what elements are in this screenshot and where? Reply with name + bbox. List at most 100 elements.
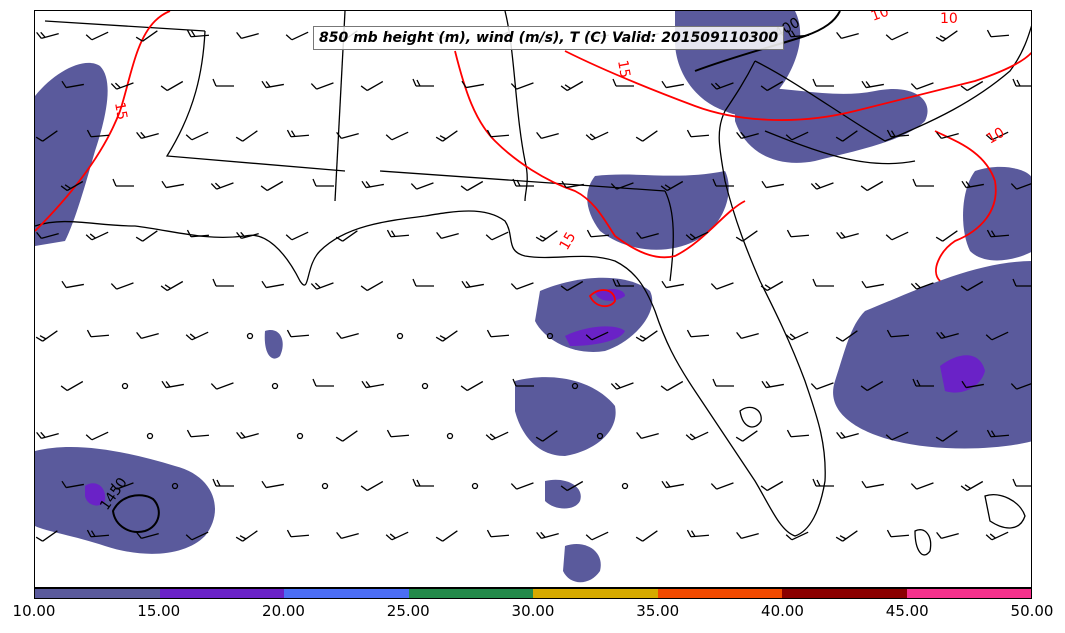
state-border-4 [379,170,666,192]
wind-barb [735,430,758,442]
wind-barb [710,282,734,290]
wind-barb [235,130,258,142]
calm-wind-marker [571,382,579,390]
wind-barb [36,31,59,39]
wind-barb [486,529,510,538]
wind-barb [612,78,634,87]
map-canvas: 15 15 15 10 10 10 1450 1400 [35,11,1031,583]
wind-barb [136,531,159,539]
colorbar-segment-5 [533,589,658,598]
wind-barb [812,278,834,287]
wind-barb-layer [35,29,1031,542]
colorbar-tick-6: 40.00 [761,602,804,620]
colorbar-segment-4 [408,589,533,598]
wind-barb [886,329,910,338]
wind-barb [885,231,909,241]
wind-barb [686,129,710,138]
wind-barb [36,431,59,439]
wind-barb [386,229,410,238]
wind-barb [460,380,484,392]
wind-barb [312,178,334,187]
wind-barb [960,80,984,92]
wind-barb [285,31,309,41]
wind-barb [461,280,484,289]
wind-barb [736,131,759,139]
shade-region-southwest [35,446,215,554]
wind-barb [510,482,534,490]
wind-barb [510,282,534,290]
wind-barb [635,530,658,542]
state-border-8 [764,130,916,165]
wind-barb [810,182,834,190]
heavy-region-2 [565,326,625,346]
state-border-7 [754,25,1031,142]
colorbar-segment-7 [782,589,907,598]
wind-barb [335,430,358,442]
colorbar-tick-7: 45.00 [885,602,929,620]
calm-wind-marker [446,432,454,440]
temp-label-10-east: 10 [984,125,1007,148]
wind-barb [635,130,658,142]
wind-barb [185,331,209,341]
wind-barb [736,531,759,539]
wind-barb [835,130,858,142]
lake-okeechobee [739,406,762,428]
wind-barb [460,180,484,192]
wind-barb [985,331,1009,341]
calm-wind-marker [146,432,154,440]
wind-barb [60,380,84,392]
wind-barb [936,531,959,539]
wind-barb [736,331,759,339]
wind-barb [236,231,259,239]
wind-barb [585,131,609,141]
wind-barb [285,231,309,241]
wind-barb [36,231,59,239]
island-1 [914,529,932,556]
wind-barb [910,482,934,490]
wind-barb [60,180,84,192]
wind-barb [410,182,434,190]
state-border-6 [664,190,674,282]
wind-barb [61,480,84,489]
weather-map: 15 15 15 10 10 10 1450 1400 850 mb heigh… [34,10,1032,588]
state-border-2 [165,30,346,172]
temp-label-15-central: 15 [614,59,633,79]
wind-barb [536,131,559,139]
wind-barb [961,180,984,189]
wind-barb [885,431,909,441]
wind-barb [986,429,1010,438]
colorbar-tick-1: 15.00 [137,602,181,620]
calm-wind-marker [421,382,429,390]
wind-barb [912,378,934,387]
wind-barb [836,431,859,439]
wind-barb [535,230,558,242]
wind-barb [412,278,434,287]
wind-barb [810,382,834,390]
wind-barb [136,331,159,339]
wind-barb [335,230,358,242]
calm-wind-marker [271,382,279,390]
wind-barb [836,31,859,39]
wind-barb [86,329,110,338]
wind-barb [560,80,584,92]
wind-barb [261,280,284,289]
wind-barb [260,180,284,192]
wind-barb [210,182,234,190]
wind-barb [86,129,110,138]
calm-wind-marker [396,332,404,340]
temp-label-10-ne: 10 [940,11,958,27]
wind-barb [412,478,434,487]
wind-barb [185,531,209,541]
wind-barb [361,180,384,189]
wind-barb [186,429,210,438]
wind-barb [486,129,510,138]
wind-barb [986,29,1010,38]
wind-barb [412,78,434,87]
calm-wind-marker [321,482,329,490]
wind-barb [786,429,810,438]
wind-barb [960,280,984,292]
wind-barb [160,280,184,292]
heavy-region-1 [85,483,106,506]
wind-barb [861,480,884,489]
wind-barb [236,31,259,39]
